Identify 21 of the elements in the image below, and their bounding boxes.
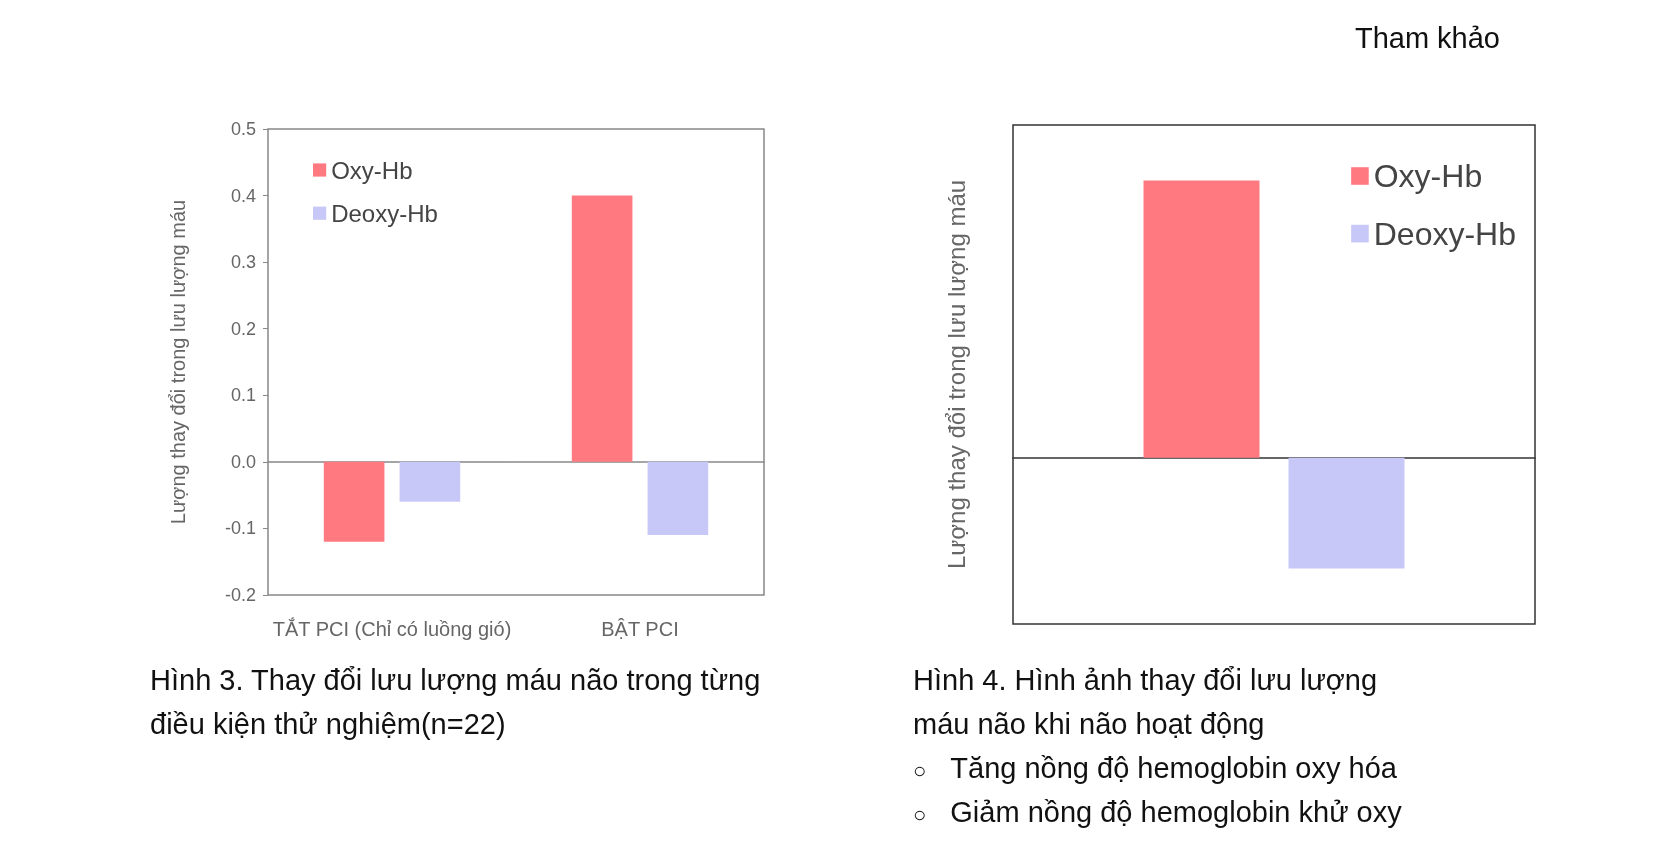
y-tick-label: 0.5 — [230, 119, 256, 139]
text: ○ Giảm nồng độ hemoglobin khử oxy — [913, 796, 1402, 828]
y-tick-label: 0.4 — [230, 185, 256, 206]
text: Hình 4. Hình ảnh thay đổi lưu lượng máu não khi não hoạt động — [913, 663, 1379, 742]
legend-label: Oxy-Hb — [1373, 158, 1483, 194]
text: ○ Tăng nồng độ hemoglobin oxy hóa — [913, 752, 1397, 784]
y-tick-label: 0.2 — [230, 318, 256, 339]
y-tick-label: 0.3 — [230, 252, 256, 273]
y-axis-title: Lượng thay đổi trong lưu lượng máu — [942, 179, 970, 570]
text: Tham khảo — [1354, 21, 1500, 56]
y-axis-title: Lượng thay đổi trong lưu lượng máu — [167, 199, 189, 525]
text: Hình 3. Thay đổi lưu lượng máu não trong từng điều kiện thử nghiệm(n=22) — [150, 663, 762, 742]
x-tick-label: BẬT PCI — [601, 618, 679, 640]
legend-label: Deoxy-Hb — [331, 199, 438, 227]
legend-label: Deoxy-Hb — [1373, 215, 1516, 252]
y-tick-label: -0.1 — [224, 518, 256, 539]
x-tick-label: TẮT PCI (Chỉ có luồng gió) — [272, 617, 512, 640]
y-tick-label: 0.0 — [230, 451, 256, 472]
y-tick-label: 0.1 — [230, 385, 256, 406]
legend-label: Oxy-Hb — [331, 156, 413, 184]
y-tick-label: -0.2 — [224, 585, 256, 605]
